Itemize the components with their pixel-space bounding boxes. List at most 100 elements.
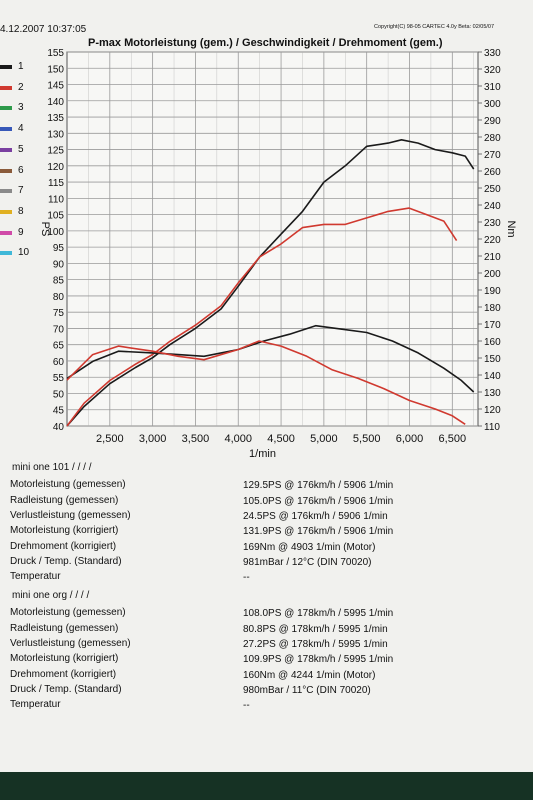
result-value: 24.5PS @ 176km/h / 5906 1/min: [243, 510, 388, 522]
series-line-4: [66, 340, 466, 425]
result-value: 108.0PS @ 178km/h / 5995 1/min: [243, 608, 394, 620]
result-value: 169Nm @ 4903 1/min (Motor): [243, 541, 376, 553]
result-value: 131.9PS @ 176km/h / 5906 1/min: [243, 526, 394, 538]
x-tick-label: 2,500: [96, 433, 124, 445]
legend-swatch: [0, 168, 12, 173]
y2-tick-label: 290: [484, 116, 501, 127]
legend-number: 8: [18, 205, 24, 217]
result-value: 129.5PS @ 176km/h / 5906 1/min: [243, 480, 394, 492]
result-label: Druck / Temp. (Standard): [10, 555, 122, 567]
result-value: 160Nm @ 4244 1/min (Motor): [243, 669, 376, 681]
y2-tick-label: 210: [484, 252, 501, 263]
legend-swatch: [0, 189, 12, 194]
legend-item: 9: [0, 227, 40, 239]
legend-swatch: [0, 65, 12, 69]
y2-tick-label: 180: [484, 303, 501, 314]
result-label: Radleistung (gemessen): [10, 494, 119, 506]
y-tick-label: 110: [48, 194, 64, 205]
y-tick-label: 90: [53, 259, 65, 270]
legend-swatch: [0, 106, 12, 111]
legend-number: 2: [18, 81, 24, 93]
legend-number: 6: [18, 164, 24, 176]
run-title: mini one 101 / / / /: [12, 462, 92, 473]
result-label: Druck / Temp. (Standard): [10, 683, 122, 695]
y2-tick-label: 230: [484, 218, 501, 229]
legend-number: 5: [18, 143, 24, 155]
legend-item: 10: [0, 247, 40, 259]
result-label: Drehmoment (korrigiert): [10, 668, 117, 680]
y-tick-label: 60: [53, 357, 65, 368]
y2-axis-label: Nm: [505, 220, 517, 237]
y-tick-label: 55: [53, 373, 65, 384]
y2-tick-label: 280: [484, 133, 501, 144]
result-label: Motorleistung (gemessen): [10, 607, 126, 619]
y2-tick-label: 190: [484, 286, 501, 297]
y-axis-label: PS: [39, 222, 51, 237]
legend-item: 3: [0, 102, 40, 114]
y-tick-label: 40: [53, 422, 65, 433]
series-line-3: [66, 324, 475, 393]
legend-item: 5: [0, 144, 40, 156]
x-tick-label: 6,500: [439, 433, 467, 445]
copyright-note: Copyright(C) 98-05 CARTEC 4.0y Beta: 02/…: [374, 24, 495, 30]
y-tick-label: 135: [47, 113, 64, 124]
series-line-2: [66, 207, 458, 427]
legend-number: 10: [18, 247, 30, 259]
y2-tick-label: 170: [484, 320, 501, 331]
y-tick-label: 100: [47, 227, 64, 238]
result-value: --: [243, 700, 250, 712]
result-label: Temperatur: [10, 571, 61, 583]
y-tick-label: 130: [47, 129, 64, 140]
x-tick-label: 4,000: [224, 433, 252, 445]
legend-item: 4: [0, 123, 40, 135]
y2-tick-label: 140: [484, 371, 501, 382]
result-value: 80.8PS @ 178km/h / 5995 1/min: [243, 623, 388, 635]
y2-tick-label: 160: [484, 337, 501, 348]
chart-title: P-max Motorleistung (gem.) / Geschwindig…: [88, 37, 443, 49]
result-label: Verlustleistung (gemessen): [10, 637, 131, 649]
result-value: 109.9PS @ 178km/h / 5995 1/min: [243, 654, 394, 666]
y-tick-label: 145: [47, 81, 64, 92]
y2-tick-label: 110: [484, 422, 500, 433]
result-label: Motorleistung (korrigiert): [10, 653, 119, 665]
x-tick-label: 3,000: [139, 433, 167, 445]
x-tick-label: 5,000: [310, 433, 338, 445]
y2-tick-label: 240: [484, 201, 501, 212]
legend-number: 3: [18, 102, 24, 114]
legend-item: 6: [0, 165, 40, 177]
y2-tick-label: 200: [484, 269, 501, 280]
y-tick-label: 50: [53, 389, 65, 400]
legend-swatch: [0, 85, 12, 90]
result-label: Temperatur: [10, 699, 61, 711]
y2-tick-label: 150: [484, 354, 501, 365]
result-value: 105.0PS @ 176km/h / 5906 1/min: [243, 495, 394, 507]
y-tick-label: 70: [53, 324, 65, 335]
legend-item: 7: [0, 185, 40, 197]
legend-swatch: [0, 127, 12, 132]
y2-tick-label: 130: [484, 388, 501, 399]
y-tick-label: 65: [53, 341, 65, 352]
y-tick-label: 95: [53, 243, 65, 254]
result-label: Drehmoment (korrigiert): [10, 540, 117, 552]
result-value: 980mBar / 11°C (DIN 70020): [243, 684, 371, 696]
y2-tick-label: 310: [484, 82, 501, 93]
y-tick-label: 115: [48, 178, 64, 189]
legend-number: 9: [18, 226, 24, 238]
y2-tick-label: 300: [484, 99, 501, 110]
legend-item: 8: [0, 206, 40, 218]
result-value: 981mBar / 12°C (DIN 70020): [243, 556, 372, 568]
dyno-chart: 2,500 3,000 3,500 4,000 4,500 5,000 5,500 6,000…: [39, 48, 517, 460]
result-label: Motorleistung (gemessen): [10, 479, 126, 491]
y2-tick-label: 320: [484, 65, 501, 76]
y2-tick-label: 220: [484, 235, 501, 246]
plot-area: [66, 51, 479, 427]
y2-tick-label: 260: [484, 167, 501, 178]
y2-tick-label: 120: [484, 405, 501, 416]
legend-swatch: [0, 209, 12, 214]
y-tick-label: 140: [47, 97, 64, 108]
y-tick-label: 85: [53, 276, 65, 287]
legend-item: 1: [0, 61, 40, 73]
series-line-1: [66, 139, 475, 427]
x-axis-label: 1/min: [249, 448, 276, 460]
legend-item: 2: [0, 82, 40, 94]
